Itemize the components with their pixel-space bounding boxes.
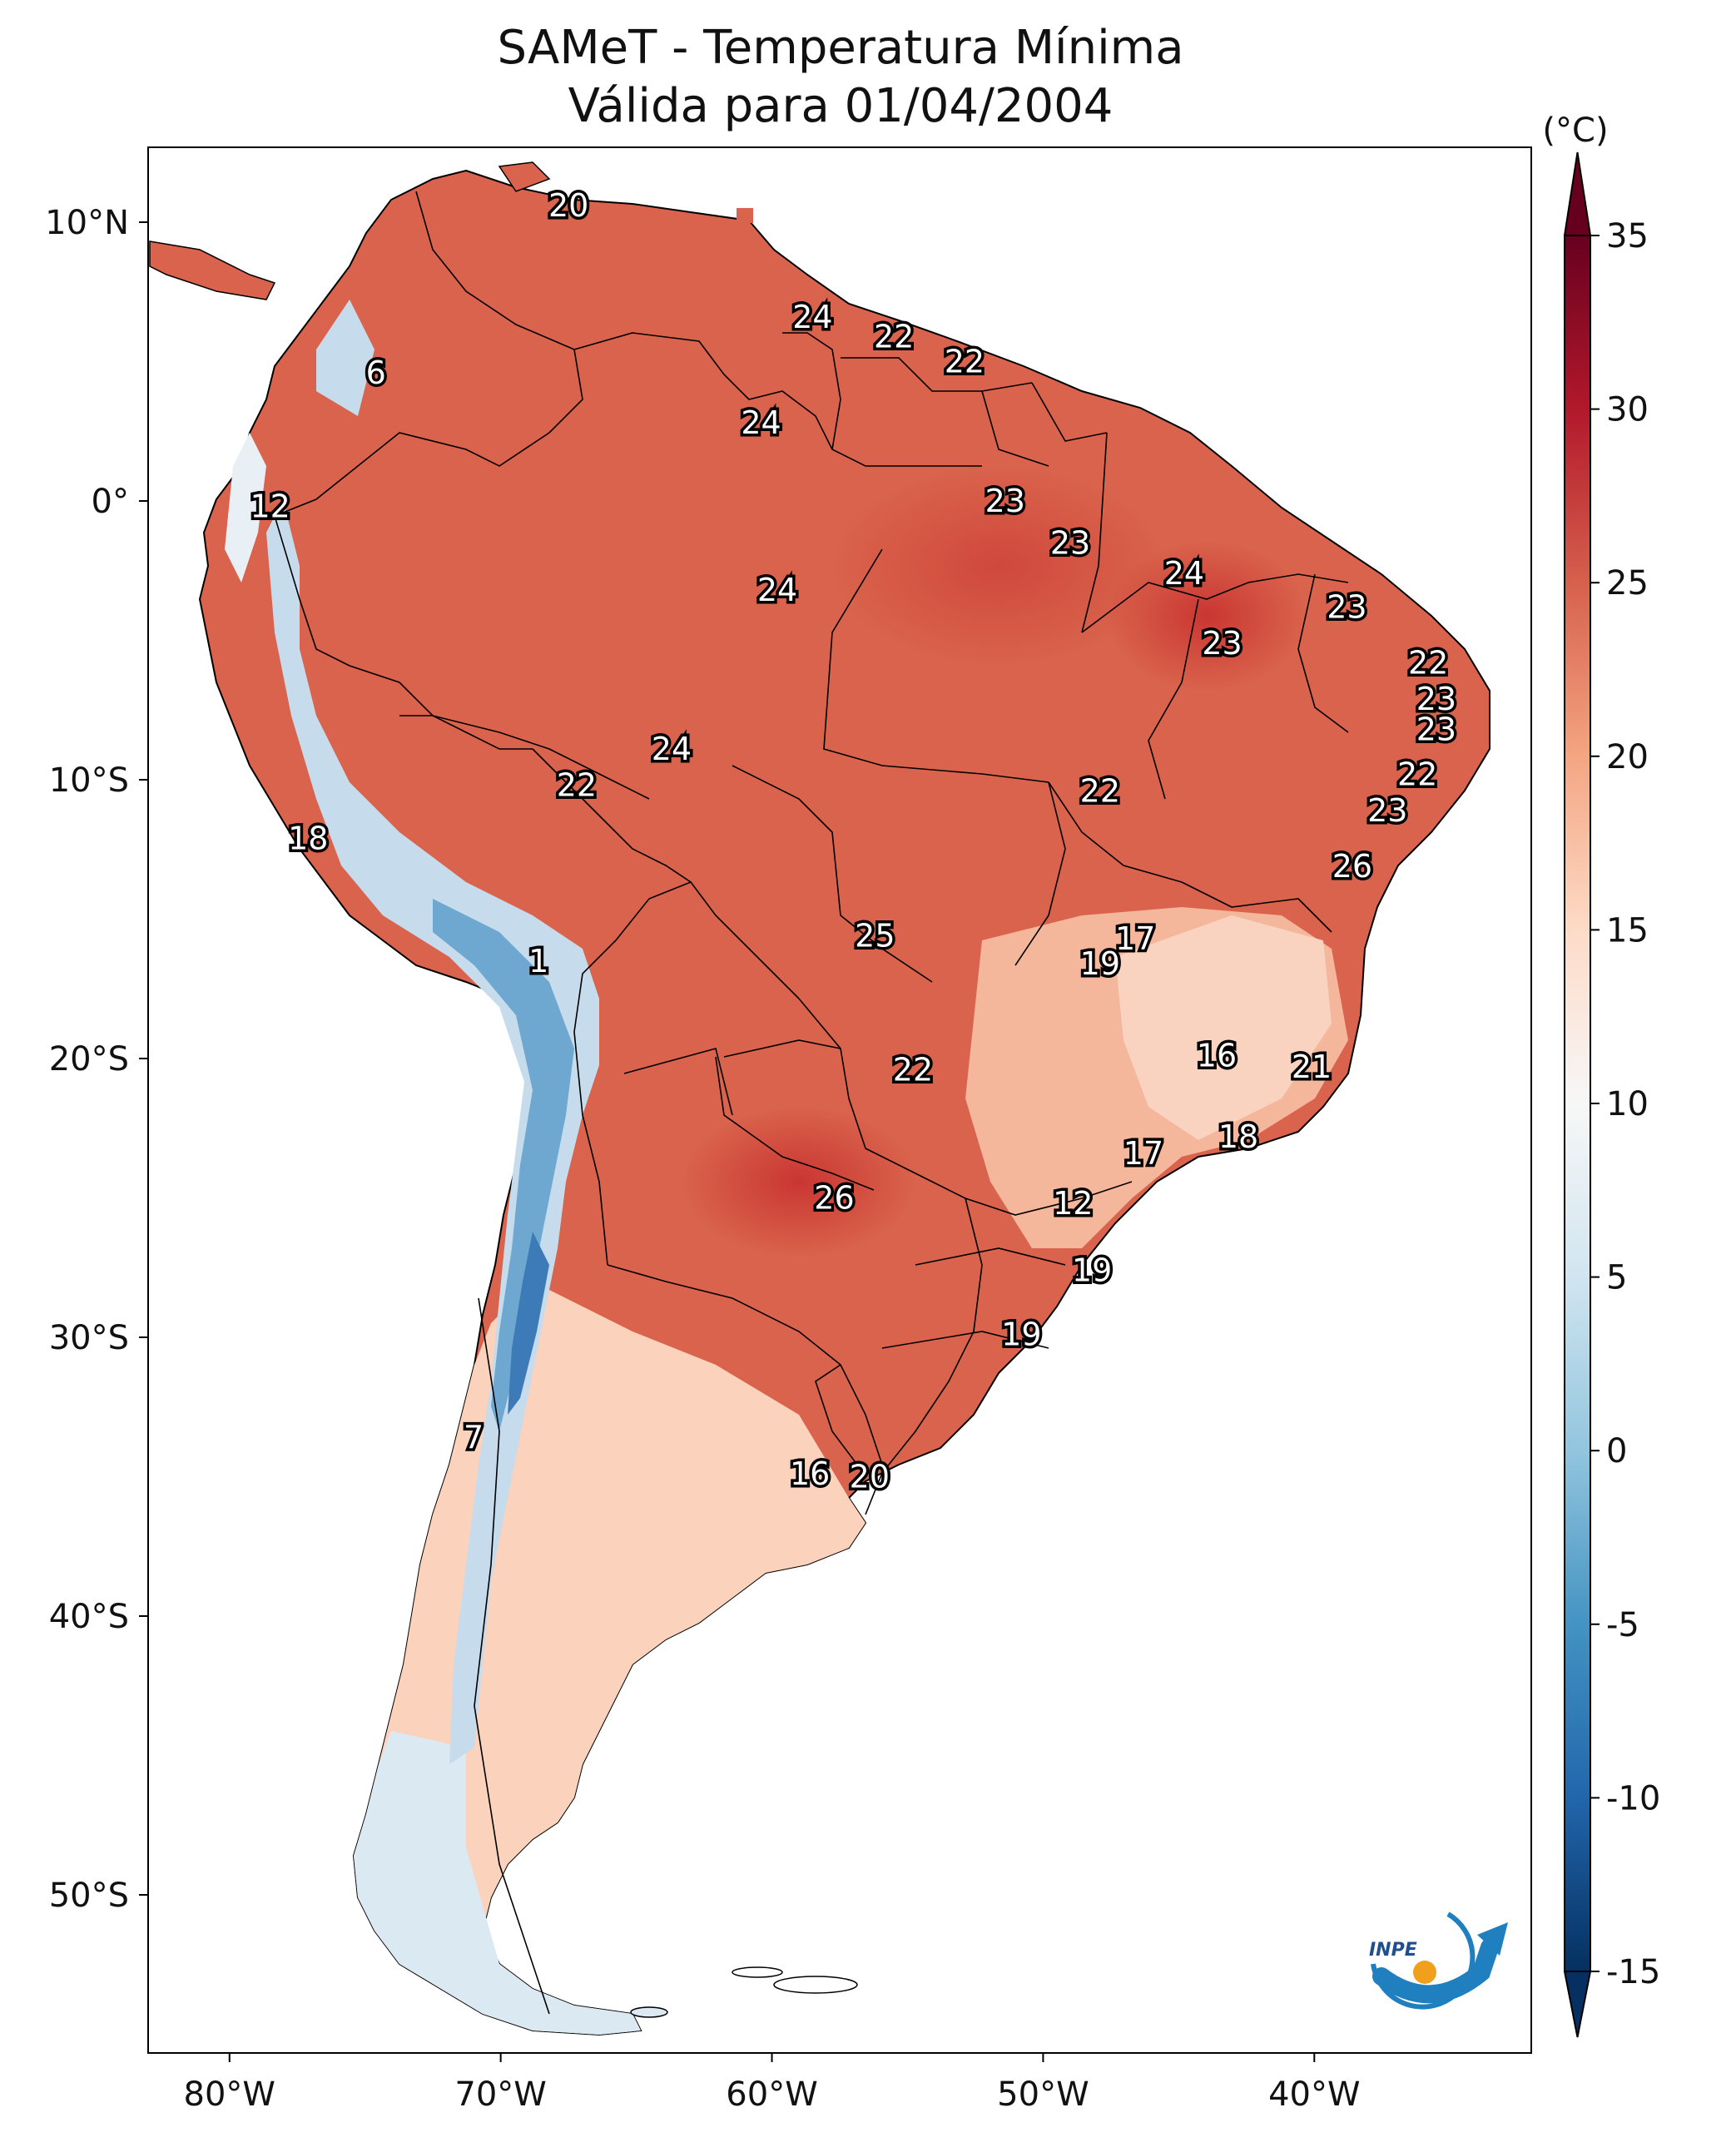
longitude-axis: 80°W 70°W 60°W 50°W 40°W [184, 2053, 1361, 2114]
colorbar-tick-label: 20 [1606, 738, 1649, 776]
temperature-label: 21 [1292, 1049, 1332, 1085]
colorbar-tick-label: 10 [1606, 1085, 1649, 1123]
lat-tick-label: 10°N [45, 204, 129, 242]
lat-tick-label: 20°S [49, 1040, 129, 1078]
temperature-label: 22 [945, 344, 985, 380]
temperature-label: 20 [548, 187, 588, 224]
land-layer [149, 161, 1490, 2036]
temperature-label: 22 [874, 318, 914, 355]
temperature-label: 24 [741, 404, 781, 441]
lat-tick-label: 10°S [49, 761, 129, 800]
colorbar-tick-label: 25 [1606, 564, 1649, 602]
temperature-label: 24 [1164, 555, 1204, 592]
country-borders [274, 191, 1349, 2015]
colorbar-tick-label: 15 [1606, 911, 1649, 950]
temperature-label: 23 [1416, 681, 1456, 717]
temperature-label: 24 [792, 299, 832, 335]
colorbar-tick-label: 5 [1606, 1259, 1627, 1297]
lon-tick-label: 50°W [997, 2075, 1089, 2114]
lon-tick-label: 80°W [184, 2075, 275, 2114]
colorbar-tick-label: 30 [1606, 391, 1649, 429]
temperature-label: 1 [528, 943, 548, 979]
temperature-label: 22 [1397, 756, 1437, 792]
lon-tick-label: 40°W [1268, 2075, 1360, 2114]
colorbar-tick-label: -10 [1606, 1779, 1660, 1817]
temperature-label: 25 [855, 918, 895, 955]
colorbar-gradient [1564, 235, 1591, 1972]
colorbar-top-triangle [1563, 151, 1592, 236]
colorbar-ticks: 35 30 25 20 15 10 5 0 -5 -10 -15 [1590, 217, 1660, 1991]
temperature-label: 26 [1332, 848, 1372, 885]
lat-tick-label: 30°S [49, 1319, 129, 1357]
temperature-label: 17 [1115, 920, 1155, 957]
temperature-label: 23 [1367, 792, 1407, 829]
lat-tick-label: 40°S [49, 1598, 129, 1636]
colorbar-tick-label: 35 [1606, 217, 1649, 255]
colorbar-tick-label: -15 [1606, 1953, 1660, 1991]
temperature-label: 23 [985, 483, 1025, 519]
map-title: SAMeT - Temperatura Mínima [497, 21, 1184, 75]
map-subtitle: Válida para 01/04/2004 [568, 79, 1114, 133]
temperature-label: 20 [850, 1459, 890, 1495]
temperature-label: 26 [814, 1180, 854, 1217]
temperature-label: 16 [790, 1455, 830, 1492]
temperature-label: 19 [1080, 945, 1120, 982]
lon-tick-label: 70°W [454, 2075, 546, 2114]
colorbar-unit: (°C) [1542, 112, 1608, 150]
lon-tick-label: 60°W [726, 2075, 817, 2114]
temperature-label: 18 [288, 820, 328, 856]
latitude-axis: 10°N 0° 10°S 20°S 30°S 40°S 50°S [45, 204, 148, 1915]
temperature-label: 16 [1197, 1038, 1237, 1074]
lat-tick-label: 0° [92, 483, 129, 521]
temperature-label: 19 [1072, 1252, 1112, 1289]
temperature-label: 12 [1053, 1185, 1093, 1222]
temperature-label: 23 [1202, 625, 1242, 662]
temperature-label: 22 [893, 1051, 933, 1088]
temperature-label: 23 [1050, 524, 1090, 561]
temperature-label: 24 [652, 731, 692, 767]
colorbar-tick-label: 0 [1606, 1432, 1627, 1470]
colorbar-bottom-triangle [1563, 1971, 1592, 2038]
temperature-label: 23 [1416, 712, 1456, 748]
temperature-label: 7 [464, 1420, 484, 1456]
temperature-label: 12 [250, 488, 290, 525]
temperature-label: 19 [1001, 1316, 1041, 1353]
colorbar: (°C) 35 30 25 20 15 10 5 0 -5 -10 -15 [1542, 112, 1660, 2038]
colorbar-tick-label: -5 [1606, 1606, 1639, 1644]
temperature-label: 6 [366, 355, 386, 391]
temperature-label: 22 [1408, 644, 1448, 681]
temperature-label: 23 [1327, 588, 1366, 625]
temperature-label: 22 [1080, 772, 1120, 809]
logo-text: INPE [1369, 1940, 1417, 1961]
inpe-logo: INPE [1369, 1912, 1508, 2010]
temperature-label: 24 [757, 572, 797, 608]
temperature-label: 17 [1123, 1135, 1163, 1172]
temperature-label: 18 [1218, 1118, 1258, 1155]
temperature-label: 22 [557, 767, 597, 804]
lat-tick-label: 50°S [49, 1877, 129, 1915]
